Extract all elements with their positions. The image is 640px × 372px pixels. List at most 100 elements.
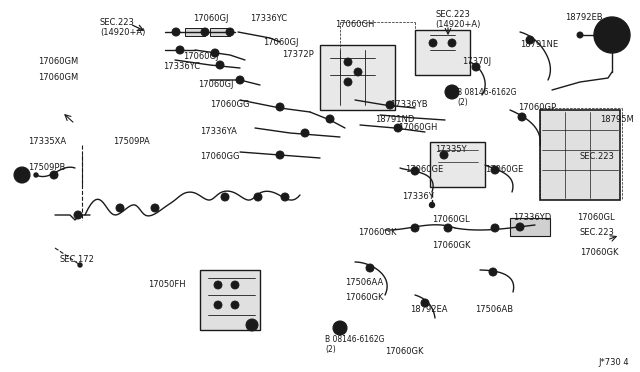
Text: 18792EB: 18792EB [565,13,603,22]
Circle shape [214,281,222,289]
Text: p: p [413,169,417,173]
Bar [200,270,260,330]
Text: n: n [256,195,260,199]
Circle shape [518,113,526,121]
Text: 18795M: 18795M [600,115,634,124]
Text: 17336YD: 17336YD [513,213,551,222]
Circle shape [14,167,30,183]
Circle shape [354,68,362,76]
Bar [320,45,395,110]
Circle shape [429,202,435,208]
Text: SEC.223
(14920+A): SEC.223 (14920+A) [100,18,145,38]
Bar [185,28,205,36]
Circle shape [344,78,352,86]
Circle shape [246,319,258,331]
Text: 17060GJ: 17060GJ [263,38,298,47]
Circle shape [74,211,82,219]
Circle shape [386,101,394,109]
Text: 18791NE: 18791NE [520,40,558,49]
Text: 17060GK: 17060GK [358,228,397,237]
Circle shape [211,49,219,57]
Circle shape [34,173,38,177]
Text: 17336YC: 17336YC [250,14,287,23]
Text: 17060GL: 17060GL [432,215,470,224]
Text: 17509PA: 17509PA [113,137,150,146]
Text: 17060GJ: 17060GJ [183,52,218,61]
Text: J*730 4: J*730 4 [598,358,628,367]
Circle shape [326,115,334,123]
Circle shape [394,124,402,132]
Text: m: m [222,195,228,199]
Circle shape [366,264,374,272]
Text: 17336YA: 17336YA [200,127,237,136]
Text: 17336YB: 17336YB [390,100,428,109]
Text: 17370J: 17370J [462,57,491,66]
Circle shape [151,204,159,212]
Circle shape [226,28,234,36]
Text: 17506AB: 17506AB [475,305,513,314]
Circle shape [231,281,239,289]
Text: 17335Y: 17335Y [435,145,467,154]
Circle shape [301,129,309,137]
Circle shape [516,223,524,231]
Circle shape [116,204,124,212]
Text: 17050FH: 17050FH [148,280,186,289]
Text: 17060GG: 17060GG [210,100,250,109]
Circle shape [216,61,224,69]
Text: 17509PB: 17509PB [28,163,65,172]
Circle shape [491,166,499,174]
Text: B: B [337,325,342,331]
Text: 17336YC: 17336YC [163,62,200,71]
Text: m: m [75,212,81,218]
Circle shape [172,28,180,36]
Circle shape [444,224,452,232]
Text: 17060GJ: 17060GJ [193,14,228,23]
Text: 17060GH: 17060GH [335,20,374,29]
Text: 18792EA: 18792EA [410,305,447,314]
Text: 17060GM: 17060GM [38,57,78,66]
Text: 17335XA: 17335XA [28,137,66,146]
Text: 17060GJ: 17060GJ [198,80,234,89]
Text: 17060GK: 17060GK [580,248,618,257]
Text: B: B [449,89,454,95]
Text: SEC.223: SEC.223 [580,228,615,237]
Text: m: m [117,205,123,211]
Text: 17060GK: 17060GK [385,347,424,356]
Text: o: o [283,195,287,199]
Text: 17060GK: 17060GK [432,241,470,250]
Text: 17060GE: 17060GE [405,165,444,174]
Circle shape [236,76,244,84]
Circle shape [491,224,499,232]
Circle shape [489,268,497,276]
Circle shape [448,39,456,47]
Circle shape [411,167,419,175]
Text: 17372P: 17372P [282,50,314,59]
Text: 17060GM: 17060GM [38,73,78,82]
Circle shape [344,58,352,66]
Circle shape [254,193,262,201]
Bar [510,218,550,236]
Circle shape [594,17,630,53]
Text: SEC.223: SEC.223 [580,152,615,161]
Text: 17060GH: 17060GH [398,123,437,132]
Circle shape [221,193,229,201]
Text: B 08146-6162G
(2): B 08146-6162G (2) [457,88,516,108]
Circle shape [281,193,289,201]
Circle shape [521,223,529,231]
Text: 17060GG: 17060GG [200,152,239,161]
Text: B 08146-6162G
(2): B 08146-6162G (2) [325,335,385,355]
Text: 17060GE: 17060GE [485,165,524,174]
Circle shape [526,36,534,44]
Text: n: n [153,205,157,211]
Bar [540,110,620,200]
Text: 17060GK: 17060GK [345,293,383,302]
Circle shape [421,299,429,307]
Circle shape [231,301,239,309]
Text: q: q [442,153,446,157]
Circle shape [440,151,448,159]
Circle shape [333,321,347,335]
Circle shape [214,301,222,309]
Text: +: + [249,322,255,328]
Bar [210,28,230,36]
Text: 17336Y: 17336Y [402,192,434,201]
